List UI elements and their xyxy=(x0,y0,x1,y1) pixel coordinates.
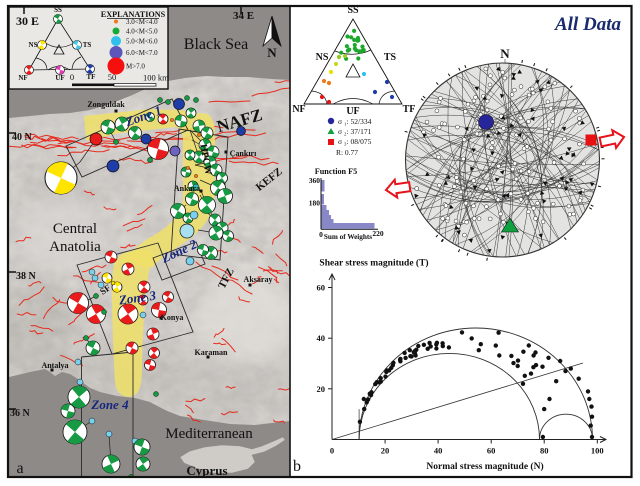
svg-text:EXPLANATIONS: EXPLANATIONS xyxy=(101,10,166,19)
svg-text:40: 40 xyxy=(317,333,326,343)
svg-text:Karaman: Karaman xyxy=(195,348,228,357)
svg-text:60: 60 xyxy=(317,283,326,293)
svg-text:Function F5: Function F5 xyxy=(315,167,358,176)
svg-text:5.0<M<6.0: 5.0<M<6.0 xyxy=(126,38,158,46)
svg-text:Cyprus: Cyprus xyxy=(186,463,227,478)
svg-text:360: 360 xyxy=(309,176,321,185)
svg-text:Aksaray: Aksaray xyxy=(244,275,273,284)
svg-text:4.0<M<5.0: 4.0<M<5.0 xyxy=(126,28,158,36)
svg-text:NS: NS xyxy=(316,52,329,63)
svg-text:Shear stress magnitude (T): Shear stress magnitude (T) xyxy=(319,258,428,269)
svg-text:Zone 4: Zone 4 xyxy=(90,397,129,412)
svg-text:6.0<M<7.0: 6.0<M<7.0 xyxy=(126,49,158,57)
svg-text:38 N: 38 N xyxy=(16,271,37,282)
svg-text:20: 20 xyxy=(381,446,390,456)
svg-text:TS: TS xyxy=(384,52,397,63)
svg-text:60: 60 xyxy=(487,446,496,456)
svg-text:180: 180 xyxy=(309,199,321,208)
svg-text:SS: SS xyxy=(347,5,359,16)
svg-text:Çankırı: Çankırı xyxy=(230,149,257,158)
svg-text:36 N: 36 N xyxy=(10,408,31,419)
svg-text:40 N: 40 N xyxy=(12,132,33,143)
svg-text:Antalya: Antalya xyxy=(41,361,68,370)
svg-text:All Data: All Data xyxy=(554,14,621,35)
svg-text:TF: TF xyxy=(87,73,96,81)
svg-text:50: 50 xyxy=(108,72,117,82)
svg-text:Zonguldak: Zonguldak xyxy=(87,100,125,109)
svg-text:NS: NS xyxy=(29,41,38,49)
svg-text:100: 100 xyxy=(591,446,604,456)
svg-text:40: 40 xyxy=(434,446,443,456)
svg-text:N: N xyxy=(267,45,277,60)
svg-text:30 E: 30 E xyxy=(16,14,39,28)
svg-text:Ankara: Ankara xyxy=(174,184,200,193)
svg-text:34 E: 34 E xyxy=(233,10,254,22)
svg-text:N: N xyxy=(500,46,510,61)
svg-text:σ ₁: 52/334: σ ₁: 52/334 xyxy=(338,117,372,126)
svg-text:R: 0.77: R: 0.77 xyxy=(336,148,358,157)
svg-text:σ ₂: 37/171: σ ₂: 37/171 xyxy=(338,127,372,136)
svg-text:M>7.0: M>7.0 xyxy=(126,63,145,71)
svg-text:NF: NF xyxy=(292,104,305,115)
svg-text:TF: TF xyxy=(403,104,416,115)
svg-text:Normal stress magnitude (N): Normal stress magnitude (N) xyxy=(426,461,543,472)
svg-text:80: 80 xyxy=(540,446,549,456)
svg-text:3.0<M<4.0: 3.0<M<4.0 xyxy=(126,18,158,26)
svg-text:UF: UF xyxy=(346,106,359,117)
svg-text:Anatolia: Anatolia xyxy=(49,239,101,255)
svg-text:Zone 3: Zone 3 xyxy=(117,287,157,307)
svg-text:0: 0 xyxy=(330,446,334,456)
svg-text:0: 0 xyxy=(319,230,323,239)
svg-text:SS: SS xyxy=(54,6,62,14)
svg-text:b: b xyxy=(293,458,301,475)
svg-text:Mediterranean: Mediterranean xyxy=(165,426,253,442)
svg-text:NF: NF xyxy=(18,74,27,82)
svg-text:UF: UF xyxy=(55,74,64,82)
svg-text:0: 0 xyxy=(70,72,74,82)
svg-text:100 km: 100 km xyxy=(143,73,169,83)
svg-text:σ ₃: 08/075: σ ₃: 08/075 xyxy=(338,137,372,146)
svg-text:Central: Central xyxy=(53,221,97,237)
svg-text:20: 20 xyxy=(317,384,326,394)
svg-text:Sum of Weights: Sum of Weights xyxy=(324,233,372,241)
svg-text:Konya: Konya xyxy=(161,313,184,322)
svg-text:a: a xyxy=(16,460,23,477)
svg-text:HPCW: HPCW xyxy=(197,143,213,176)
svg-text:220: 220 xyxy=(372,229,384,238)
svg-text:Black Sea: Black Sea xyxy=(184,36,248,53)
svg-text:TS: TS xyxy=(83,41,92,49)
